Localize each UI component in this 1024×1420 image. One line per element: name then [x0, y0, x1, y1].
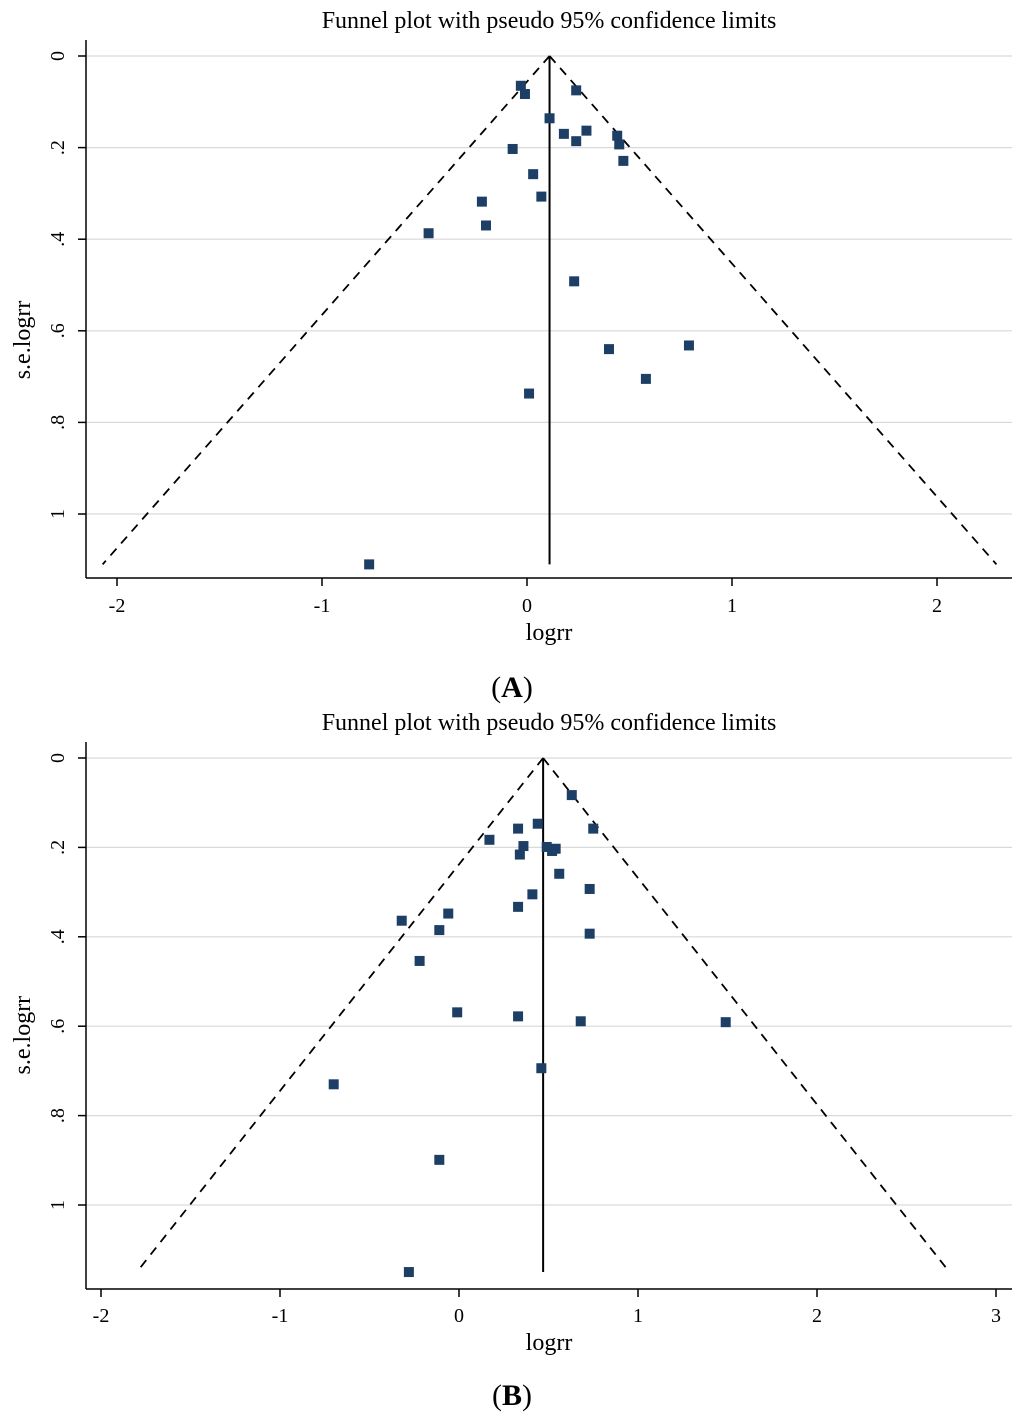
pseudo-ci-right-line	[542, 757, 951, 1273]
data-point	[514, 849, 525, 860]
x-tick-label: 0	[522, 595, 532, 617]
data-point	[484, 834, 495, 845]
y-tick-label: .2	[47, 140, 69, 155]
data-point	[588, 823, 599, 834]
y-tick-label: .6	[47, 323, 69, 338]
data-point	[518, 841, 529, 852]
panel-label: (A)	[491, 671, 533, 704]
data-point	[524, 388, 535, 399]
data-point	[513, 823, 524, 834]
data-point	[547, 845, 558, 856]
data-point	[515, 80, 526, 91]
x-tick-label: 3	[991, 1305, 1001, 1327]
chart-title: Funnel plot with pseudo 95% confidence l…	[322, 710, 777, 736]
y-tick-label: .6	[47, 1019, 69, 1034]
pseudo-ci-left-line	[101, 55, 551, 565]
x-tick-label: 2	[812, 1305, 822, 1327]
panel-label: (B)	[492, 1379, 532, 1412]
data-point	[541, 841, 552, 852]
data-point	[528, 169, 539, 180]
x-tick-label: 1	[633, 1305, 643, 1327]
y-tick-label: 0	[47, 753, 69, 763]
panel-a: 0 .2 .4 .6 .8 1 -2 -1 0 1 2 Funnel plot with pseudo…	[10, 8, 1012, 704]
panel-label-letter: B	[502, 1379, 522, 1412]
y-tick-label: 0	[47, 51, 69, 61]
y-tick-label: .8	[47, 1108, 69, 1123]
x-tick-label: 1	[727, 595, 737, 617]
data-point	[507, 143, 518, 154]
data-point	[519, 89, 530, 100]
data-point	[513, 901, 524, 912]
panel-label-open-paren: (	[491, 671, 501, 704]
data-point	[571, 85, 582, 96]
data-point	[328, 1079, 339, 1090]
x-tick-label: -2	[93, 1305, 110, 1327]
data-point	[640, 373, 651, 384]
y-tick-label: 1	[47, 1200, 69, 1210]
data-point	[414, 955, 425, 966]
panel-b: 0 .2 .4 .6 .8 1 -2 -1 0 1 2 3 Funnel plot with pseud…	[10, 710, 1012, 1412]
data-point	[536, 1063, 547, 1074]
data-point	[604, 344, 614, 355]
data-point	[554, 868, 565, 879]
panel-label-letter: A	[501, 671, 523, 704]
data-point	[575, 1016, 586, 1027]
data-point	[581, 125, 592, 136]
chart-title: Funnel plot with pseudo 95% confidence l…	[322, 8, 777, 34]
y-tick-label: .4	[47, 232, 69, 247]
panel-label-open-paren: (	[492, 1379, 502, 1412]
data-point	[423, 228, 434, 239]
data-point	[396, 915, 407, 926]
data-point	[569, 276, 580, 287]
x-tick-label: 2	[932, 595, 942, 617]
data-point	[584, 928, 595, 939]
data-point	[452, 1007, 463, 1018]
y-axis-label: s.e.logrr	[10, 996, 36, 1075]
data-point	[571, 136, 582, 147]
data-point	[434, 925, 445, 936]
data-point	[434, 1154, 445, 1165]
y-tick-label: 1	[47, 509, 69, 519]
data-point	[558, 128, 569, 139]
data-point	[443, 908, 454, 919]
data-point	[476, 196, 487, 207]
x-tick-label: -1	[314, 595, 331, 617]
data-point	[532, 818, 543, 829]
y-tick-label: .2	[47, 840, 69, 855]
x-axis-label: logrr	[526, 620, 573, 646]
x-tick-label: 0	[454, 1305, 464, 1327]
data-point	[683, 340, 694, 351]
data-point	[584, 883, 595, 894]
data-point	[481, 220, 491, 231]
x-axis-label: logrr	[526, 1330, 573, 1356]
data-point	[403, 1267, 414, 1278]
data-point	[544, 113, 555, 124]
y-axis-label: s.e.logrr	[10, 301, 36, 380]
data-point	[612, 130, 623, 141]
data-point	[614, 139, 625, 150]
data-point	[527, 889, 538, 900]
x-tick-label: -2	[109, 595, 126, 617]
data-point	[513, 1011, 524, 1022]
data-point	[618, 155, 629, 166]
data-point	[364, 559, 375, 570]
panel-label-close-paren: )	[523, 671, 533, 704]
data-point	[536, 191, 547, 202]
panel-label-close-paren: )	[522, 1379, 532, 1412]
data-point	[720, 1017, 731, 1028]
data-point	[566, 790, 577, 801]
pseudo-ci-left-line	[136, 757, 544, 1273]
x-tick-label: -1	[272, 1305, 289, 1327]
y-tick-label: .4	[47, 929, 69, 944]
y-tick-label: .8	[47, 415, 69, 430]
